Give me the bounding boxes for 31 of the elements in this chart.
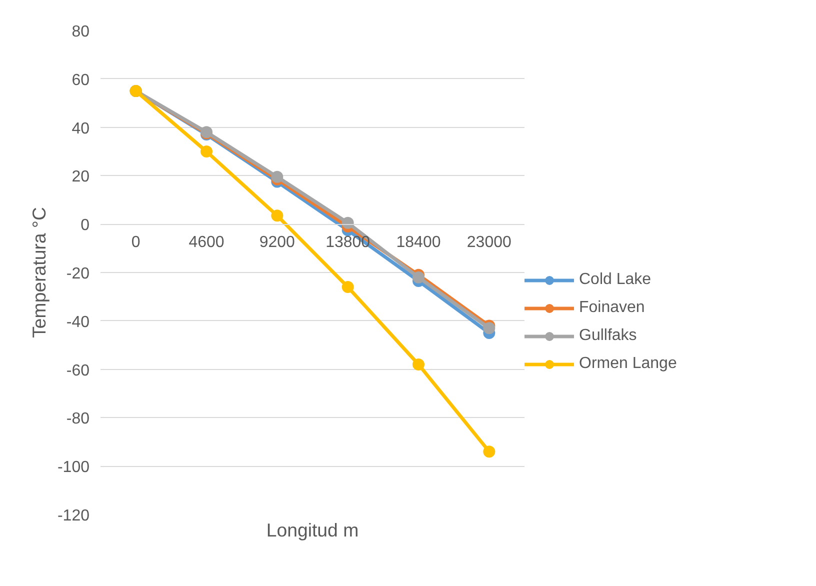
point <box>271 170 284 183</box>
y-tick-label: 0 <box>80 217 90 234</box>
y-tick-label: -20 <box>66 266 90 282</box>
legend-label: Cold Lake <box>579 271 652 289</box>
point <box>271 210 284 222</box>
y-tick-label: -100 <box>57 459 90 476</box>
legend-label: Ormen Lange <box>579 355 677 373</box>
y-tick-label: -60 <box>66 362 90 380</box>
legend-label: Foinaven <box>579 299 645 317</box>
point <box>412 271 424 284</box>
x-tick-label: 0 <box>131 234 140 252</box>
y-axis-title: Temperatura °C <box>28 207 50 338</box>
x-tick-label: 18400 <box>396 234 441 252</box>
point <box>342 216 354 229</box>
x-axis-title: Longitud m <box>266 520 359 540</box>
y-tick-label: 40 <box>72 120 90 138</box>
y-tick-label: 20 <box>72 168 90 186</box>
y-tick-label: 80 <box>72 24 90 40</box>
y-tick-label: -120 <box>57 508 90 524</box>
point <box>200 146 212 158</box>
x-tick-label: 9200 <box>259 234 296 252</box>
x-tick-label: 23000 <box>466 234 512 252</box>
y-tick-label: 60 <box>72 72 90 89</box>
point <box>483 446 496 458</box>
point <box>483 322 496 334</box>
y-tick-label: -80 <box>66 410 90 428</box>
y-tick-label: -40 <box>66 314 90 331</box>
point <box>412 358 424 370</box>
x-tick-label: 4600 <box>188 234 224 252</box>
legend-label: Gullfaks <box>579 327 637 345</box>
point <box>342 281 354 294</box>
